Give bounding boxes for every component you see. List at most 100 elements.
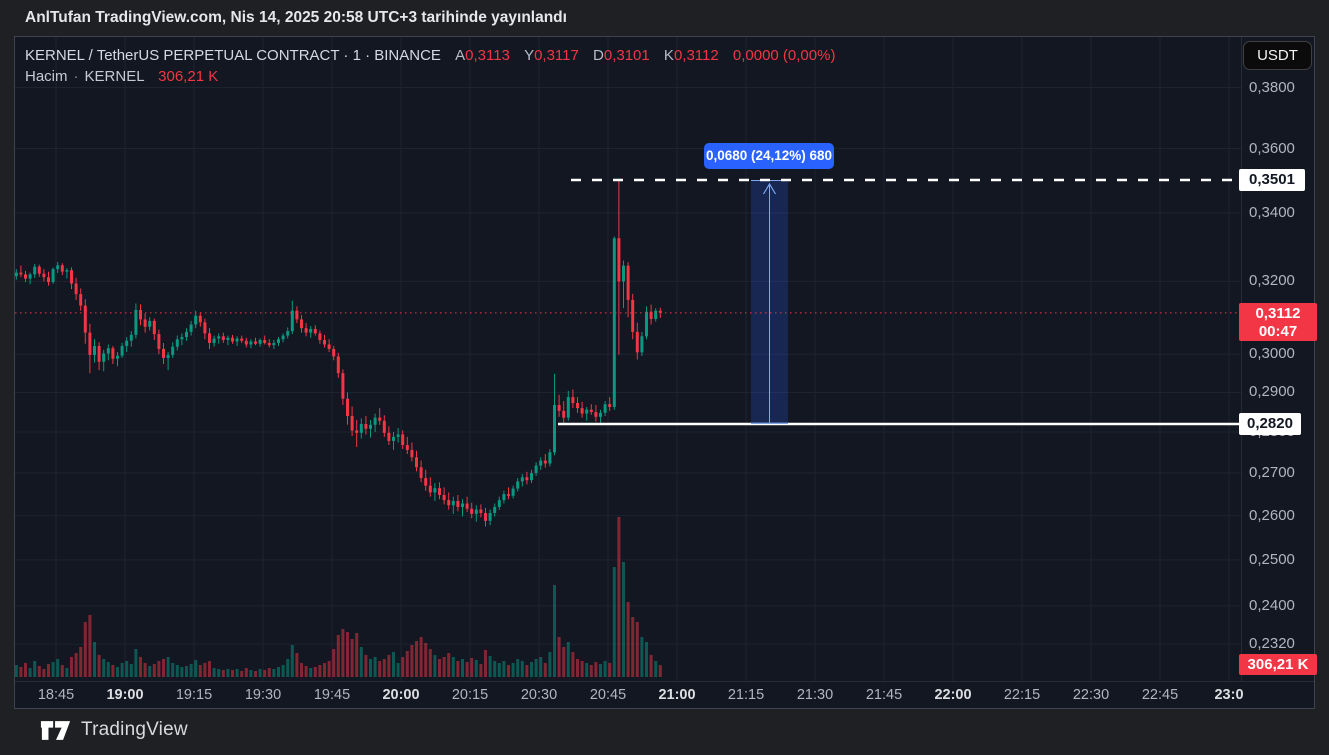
volume-bar — [47, 664, 50, 677]
countdown-timer: 00:47 — [1258, 322, 1298, 340]
symbol-line: KERNEL / TetherUS PERPETUAL CONTRACT · 1… — [25, 45, 835, 66]
volume-bar — [217, 669, 221, 677]
candle-body — [401, 434, 405, 445]
candle-body — [631, 299, 635, 332]
volume-bar — [185, 666, 188, 677]
volume-bar — [608, 663, 612, 677]
candle-body — [56, 265, 60, 270]
time-tick-label: 20:00 — [382, 687, 420, 703]
volume-bar — [433, 655, 437, 677]
candle-body — [350, 416, 354, 431]
candle-body — [585, 409, 589, 414]
chart-plot-area[interactable]: KERNEL / TetherUS PERPETUAL CONTRACT · 1… — [15, 37, 1241, 681]
volume-bar — [534, 659, 538, 677]
price-tick-label: 0,2500 — [1249, 550, 1295, 568]
high-value: 0,3117 — [534, 47, 579, 64]
candle-body — [125, 340, 129, 346]
candle-body — [116, 355, 119, 359]
candle-body — [557, 404, 561, 411]
volume-bar — [304, 666, 308, 677]
volume-bar — [626, 602, 630, 677]
price-tick-label: 0,3200 — [1249, 272, 1295, 290]
candle-body — [451, 500, 455, 506]
time-tick-label: 21:15 — [727, 687, 765, 703]
volume-bar — [249, 670, 253, 677]
time-tick-label: 22:45 — [1141, 687, 1179, 703]
candle-body — [617, 238, 621, 282]
volume-bar — [221, 670, 225, 677]
volume-bar — [97, 655, 101, 677]
volume-bar — [346, 632, 349, 677]
price-axis[interactable]: USDT 0,3800 0,3600 0,3400 0,3200 0,3000 0,290… — [1239, 37, 1317, 681]
chart-widget: KERNEL / TetherUS PERPETUAL CONTRACT · 1… — [14, 36, 1317, 709]
volume-bar — [300, 663, 303, 677]
candle-body — [102, 353, 106, 362]
candle-body — [415, 457, 418, 468]
price-tick-label: 0,2900 — [1249, 383, 1295, 401]
volume-bar — [640, 637, 644, 677]
candle-body — [148, 320, 152, 327]
volume-bar — [175, 665, 179, 677]
volume-bar — [350, 639, 354, 677]
candle-body — [97, 345, 101, 362]
candle-body — [355, 430, 359, 433]
candle-body — [286, 331, 290, 336]
candle-body — [405, 444, 409, 450]
candle-body — [608, 404, 612, 407]
candle-body — [15, 272, 18, 277]
volume-bar — [180, 667, 184, 677]
time-tick-label: 23:0 — [1214, 687, 1244, 703]
volume-bar — [258, 669, 262, 677]
candle-body — [346, 398, 349, 417]
volume-bar — [603, 661, 607, 677]
volume-bar — [244, 668, 248, 677]
candle-body — [244, 340, 248, 345]
currency-toggle-button[interactable]: USDT — [1243, 41, 1312, 70]
volume-bar — [474, 660, 478, 677]
candle-body — [580, 408, 584, 414]
candle-body — [493, 506, 497, 514]
volume-bar — [419, 637, 423, 677]
candle-body — [520, 477, 524, 482]
volume-bar — [424, 643, 428, 677]
candle-body — [534, 465, 538, 474]
time-tick-label: 20:45 — [589, 687, 627, 703]
measure-arrowhead-icon — [762, 182, 777, 195]
candle-body — [42, 273, 46, 278]
time-tick-label: 18:45 — [37, 687, 75, 703]
volume-bar — [507, 665, 510, 677]
volume-bar — [382, 659, 386, 677]
candlestick-chart[interactable] — [15, 37, 1241, 681]
volume-bar — [125, 661, 129, 677]
volume-bar — [566, 642, 570, 677]
volume-bar — [318, 665, 322, 677]
volume-bar — [364, 655, 368, 677]
candle-body — [37, 266, 41, 274]
footer-brand-link[interactable]: TradingView — [40, 719, 188, 741]
volume-bar — [313, 667, 317, 677]
candle-body — [364, 423, 368, 429]
volume-bar — [525, 665, 529, 677]
symbol-title: KERNEL / TetherUS PERPETUAL CONTRACT · 1… — [25, 47, 441, 64]
volume-bar — [272, 669, 276, 677]
candle-body — [438, 488, 441, 495]
volume-bar — [254, 671, 257, 677]
volume-bar — [594, 662, 598, 677]
volume-label: Hacim — [25, 68, 68, 85]
candle-body — [198, 315, 202, 323]
candle-body — [410, 449, 414, 458]
low-key: D — [593, 47, 604, 64]
candle-body — [79, 294, 83, 306]
candle-body — [267, 342, 271, 346]
volume-bar — [612, 567, 616, 677]
volume-bar — [617, 517, 621, 677]
time-axis[interactable]: 18:45 19:00 19:15 19:30 19:45 20:00 20:15 20:30… — [15, 681, 1314, 709]
volume-bar — [654, 661, 658, 677]
volume-bar — [129, 664, 133, 677]
candle-body — [281, 335, 285, 340]
measure-tool-label[interactable]: 0,0680 (24,12%) 680 — [704, 143, 834, 169]
volume-bar — [484, 650, 487, 677]
candle-body — [208, 333, 211, 343]
volume-bar — [267, 668, 271, 677]
